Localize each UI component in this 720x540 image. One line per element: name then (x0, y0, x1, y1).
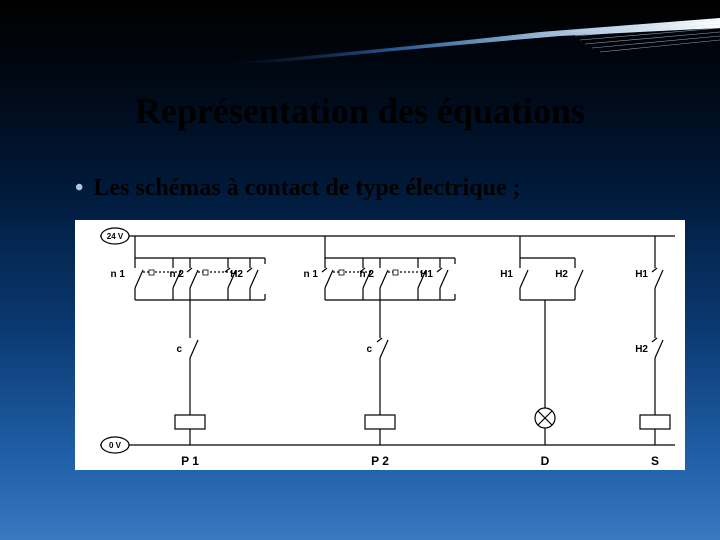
p2-h1-label: H1 (420, 269, 433, 280)
bullet-line: • Les schémas à contact de type électriqu… (75, 175, 675, 202)
slide-title: Représentation des équations (0, 90, 720, 132)
s-h2-label: H2 (635, 344, 648, 355)
header-swoosh (220, 18, 720, 73)
bullet-text: Les schémas à contact de type électrique… (93, 175, 520, 201)
branch-p1-label: P 1 (181, 454, 199, 468)
p1-n1-label: n 1 (111, 269, 126, 280)
d-h1-label: H1 (500, 269, 513, 280)
p2-c-label: c (366, 344, 372, 355)
rail-bottom-label: 0 V (109, 441, 122, 450)
d-h2-label: H2 (555, 269, 568, 280)
s-h1-label: H1 (635, 269, 648, 280)
branch-s-label: S (651, 454, 659, 468)
ladder-diagram: 24 V 0 V (75, 220, 685, 470)
rail-top-label: 24 V (107, 232, 124, 241)
p1-n2-label: n 2 (170, 269, 185, 280)
p1-c-label: c (176, 344, 182, 355)
branch-d-label: D (541, 454, 550, 468)
p2-n1-label: n 1 (304, 269, 319, 280)
branch-p2-label: P 2 (371, 454, 389, 468)
p2-n2-label: n 2 (360, 269, 375, 280)
bullet-dot: • (75, 175, 83, 201)
p1-h2-label: H2 (230, 269, 243, 280)
